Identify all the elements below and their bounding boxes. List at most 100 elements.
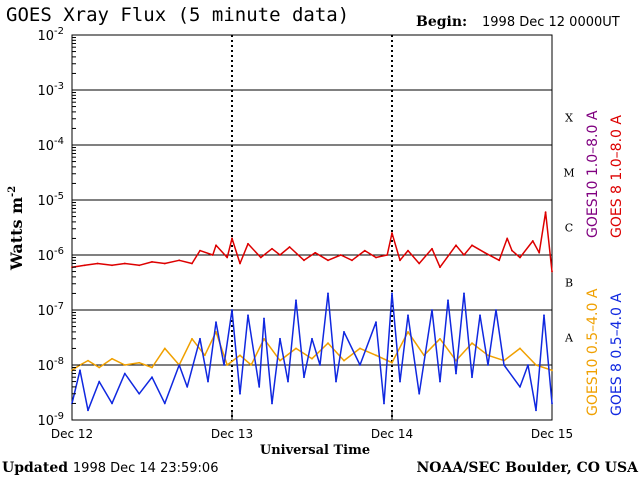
- series-3-point-50: [543, 314, 545, 317]
- series-3-point-49: [535, 409, 537, 412]
- series-3-point-36: [418, 392, 421, 395]
- series-1-point-9: [191, 262, 193, 265]
- series-2-point-23: [375, 354, 377, 357]
- series-3-point-40: [455, 372, 457, 375]
- series-1-point-37: [471, 244, 473, 247]
- series-3-point-28: [335, 380, 337, 383]
- series-3-point-4: [111, 402, 113, 405]
- y-tick-label-4: 10-5: [37, 191, 64, 209]
- series-1-point-38: [483, 251, 486, 254]
- series-1-point-22: [314, 251, 317, 254]
- series-1-point-20: [288, 246, 291, 248]
- series-1-point-23: [327, 259, 329, 262]
- series-1-point-45: [544, 211, 547, 214]
- series-1-point-33: [431, 247, 433, 250]
- y-axis-title: Watts m-2: [7, 186, 26, 271]
- series-1-point-5: [138, 264, 141, 267]
- series-2-point-17: [279, 359, 281, 362]
- updated-value: 1998 Dec 14 23:59:06: [72, 461, 219, 476]
- y-tick-base-4: 10: [37, 194, 54, 209]
- begin-value: 1998 Dec 12 0000UT: [482, 15, 620, 30]
- series-3-point-1: [79, 369, 81, 372]
- series-1-point-42: [519, 256, 521, 259]
- series-1-point-34: [439, 266, 441, 269]
- series-3-point-32: [383, 402, 385, 405]
- series-3-point-41: [463, 292, 465, 295]
- series-2-point-4: [111, 357, 113, 360]
- series-1-point-2: [96, 262, 99, 265]
- y-tick-label-1: 10-8: [37, 356, 64, 374]
- y-tick-base-3: 10: [37, 249, 54, 264]
- series-line-3: [71, 292, 553, 412]
- series-2-point-30: [487, 354, 489, 357]
- x-tick-label-1: Dec 13: [211, 427, 253, 441]
- chart-title: GOES Xray Flux (5 minute data): [6, 4, 350, 26]
- flare-class-M: M: [563, 167, 574, 180]
- y-tick-base-0: 10: [37, 414, 54, 429]
- series-3-point-34: [399, 380, 401, 383]
- flare-class-labels: A B C M X: [563, 112, 574, 345]
- series-2-point-15: [250, 364, 253, 366]
- legend-goes10-long: GOES10 1.0–8.0 A: [585, 110, 601, 238]
- series-3-point-5: [123, 372, 126, 375]
- y-tick-label-5: 10-4: [37, 136, 64, 154]
- series-1-point-4: [123, 262, 126, 265]
- legend: GOES10 1.0–8.0 A GOES 8 1.0–8.0 A GOES10…: [585, 110, 625, 416]
- series-3-point-3: [98, 380, 101, 383]
- series-3-point-10: [186, 385, 189, 388]
- series-3-point-44: [487, 364, 489, 366]
- series-3-point-23: [295, 299, 297, 302]
- series-1-point-46: [551, 270, 553, 273]
- legend-goes10-short: GOES10 0.5–4.0 A: [585, 288, 601, 416]
- flare-class-C: C: [565, 222, 573, 235]
- y-axis-title-text: Watts m: [7, 197, 26, 271]
- series-1-point-41: [511, 249, 513, 252]
- series-2-point-28: [455, 359, 457, 362]
- y-tick-label-7: 10-2: [37, 26, 64, 44]
- series-1-point-29: [391, 232, 393, 235]
- y-tick-exp-3: -6: [54, 246, 64, 257]
- flare-class-B: B: [565, 277, 573, 290]
- series-3-point-24: [303, 376, 305, 379]
- series-1-point-19: [279, 254, 281, 256]
- series-1-point-13: [226, 256, 229, 259]
- series-1-point-25: [351, 259, 353, 262]
- series-1-point-35: [455, 244, 457, 247]
- updated-stamp: Updated 1998 Dec 14 23:59:06: [2, 460, 218, 476]
- series-2-point-32: [519, 347, 521, 350]
- series-2-point-16: [263, 337, 265, 340]
- series-layer: [71, 211, 553, 412]
- y-tick-exp-1: -8: [54, 356, 64, 367]
- series-3-point-15: [231, 309, 233, 311]
- series-3-point-19: [263, 317, 265, 320]
- updated-label: Updated: [2, 460, 69, 476]
- x-axis-title: Universal Time: [260, 443, 370, 458]
- series-3-point-13: [215, 321, 217, 324]
- series-1-point-15: [239, 262, 241, 265]
- legend-goes8-long: GOES 8 1.0–8.0 A: [609, 115, 625, 238]
- series-2-point-18: [295, 347, 297, 350]
- y-tick-exp-7: -2: [54, 26, 64, 37]
- y-tick-exp-0: -9: [54, 411, 64, 422]
- series-2-point-24: [391, 361, 393, 364]
- x-axis: Dec 12 Dec 13 Dec 14 Dec 15: [51, 412, 573, 441]
- series-3-point-51: [551, 402, 553, 405]
- series-2-point-6: [138, 361, 141, 364]
- series-2-point-21: [343, 359, 345, 362]
- y-tick-label-3: 10-6: [37, 246, 64, 264]
- series-1-point-26: [363, 249, 366, 252]
- y-tick-exp-6: -3: [54, 81, 64, 92]
- y-tick-base-5: 10: [37, 139, 54, 154]
- series-3-point-30: [359, 364, 361, 366]
- series-3-point-16: [239, 392, 241, 395]
- begin-label: Begin:: [416, 14, 468, 30]
- series-2-point-33: [535, 364, 537, 366]
- series-1-point-39: [498, 259, 501, 262]
- series-2-point-5: [123, 364, 126, 366]
- series-2-point-29: [471, 342, 473, 345]
- y-tick-exp-5: -4: [54, 136, 64, 147]
- series-3-point-8: [163, 402, 166, 405]
- x-tick-label-2: Dec 14: [371, 427, 413, 441]
- series-1-point-18: [271, 247, 273, 250]
- series-3-point-2: [87, 409, 89, 412]
